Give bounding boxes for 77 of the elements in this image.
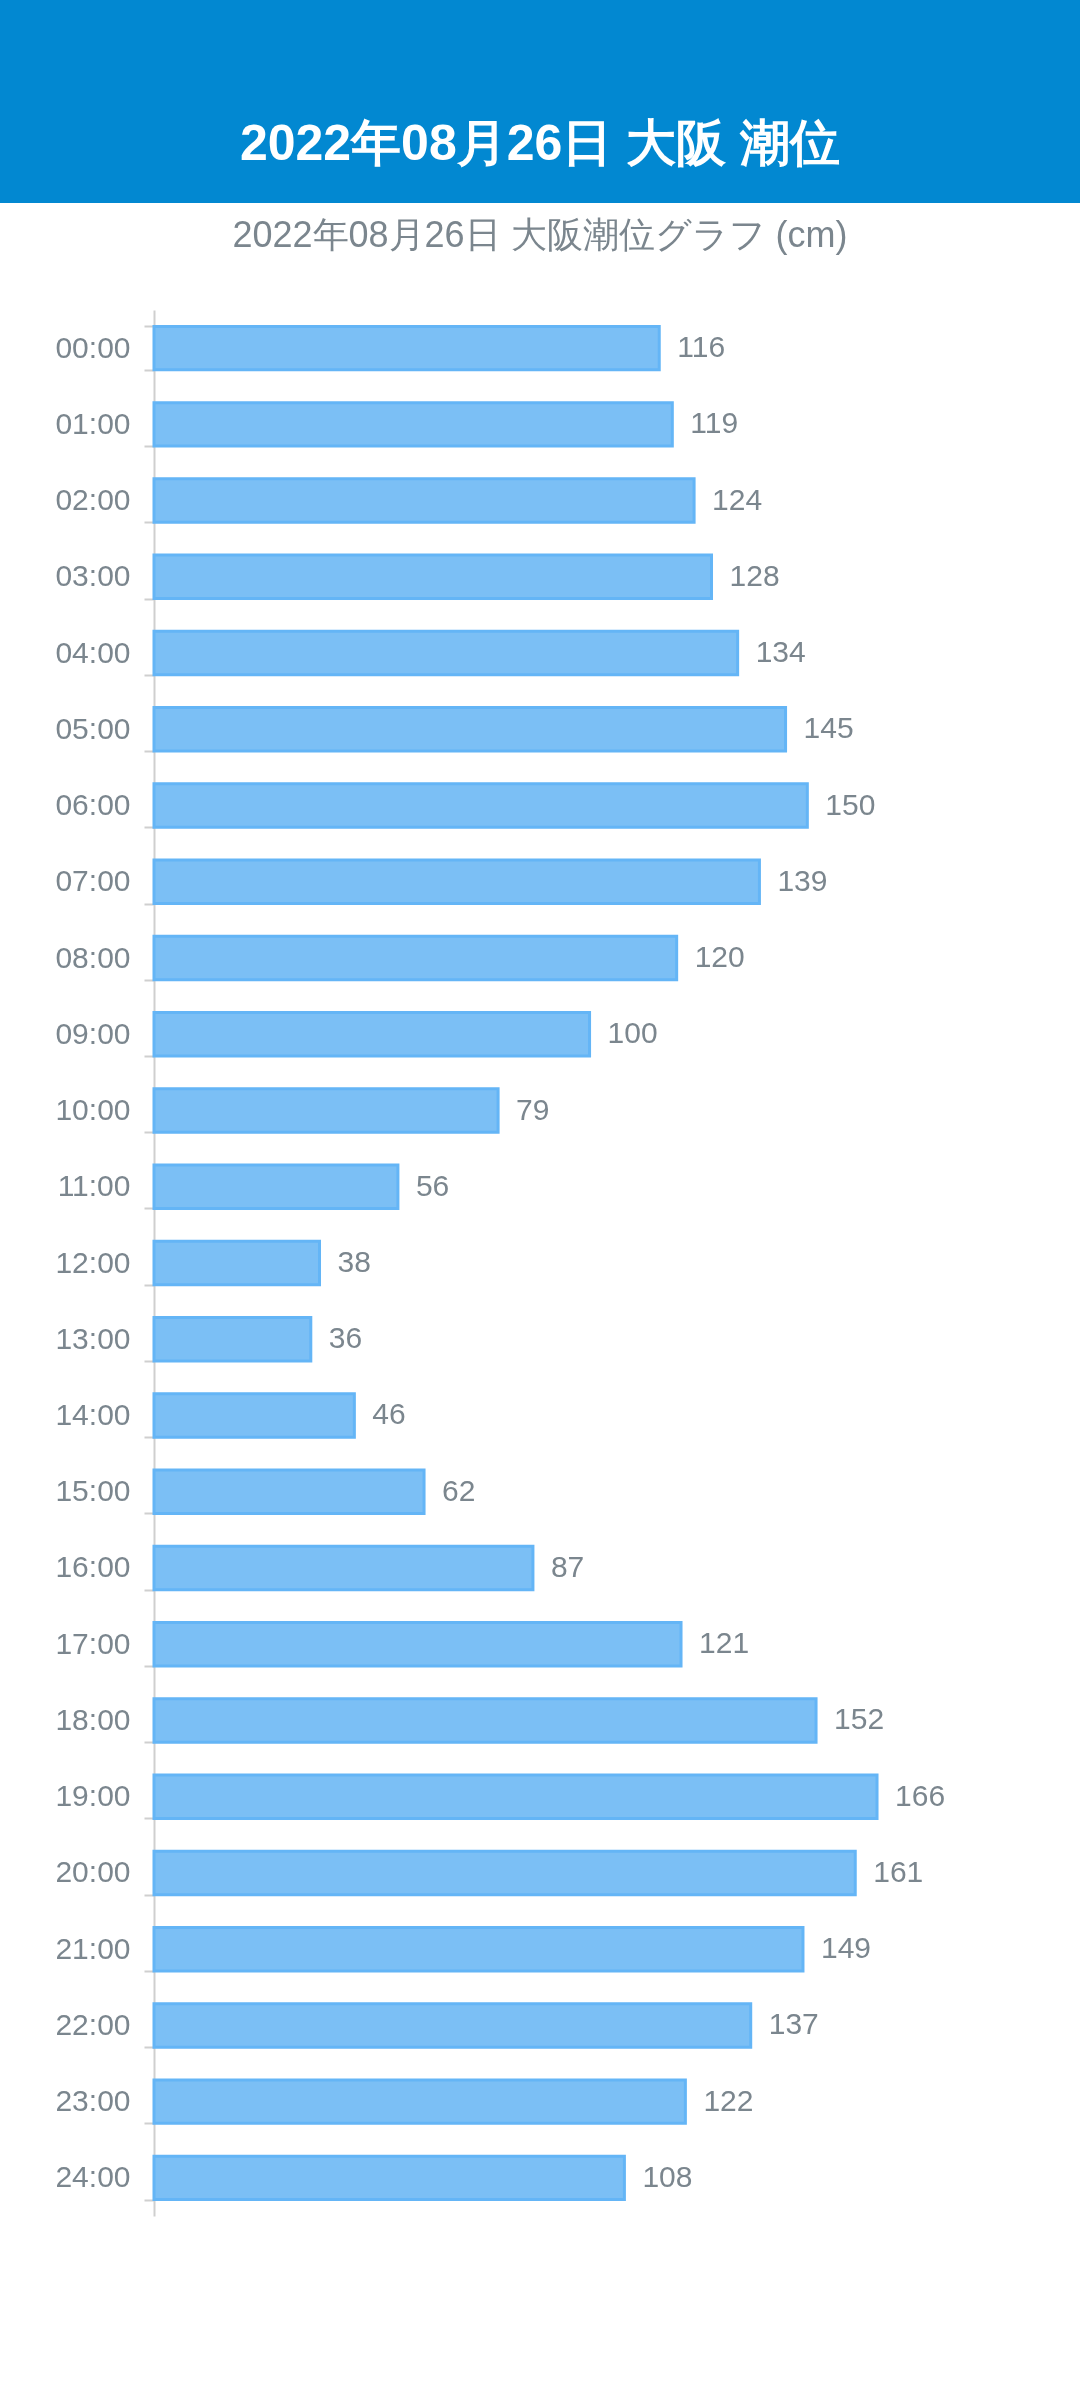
data-label: 46	[372, 1397, 406, 1431]
y-tick-label: 20:00	[55, 1855, 131, 1889]
bar	[152, 553, 714, 601]
y-tick-label: 07:00	[55, 864, 131, 898]
y-tick-label: 24:00	[55, 2160, 131, 2194]
y-tick-label: 12:00	[55, 1245, 131, 1279]
bar	[152, 1849, 857, 1897]
data-label: 38	[337, 1245, 371, 1278]
bar	[152, 858, 761, 906]
data-label: 137	[768, 2007, 819, 2041]
data-label: 108	[642, 2159, 693, 2193]
bar	[152, 2002, 753, 2049]
bar	[152, 782, 809, 829]
chart-title: 2022年08月26日 大阪 潮位	[239, 115, 841, 171]
bar	[152, 1544, 535, 1592]
data-label: 134	[755, 635, 806, 669]
y-tick-label: 13:00	[55, 1321, 131, 1355]
chart-subtitle: 2022年08月26日 大阪潮位グラフ (cm)	[232, 214, 848, 255]
data-label: 150	[825, 787, 876, 821]
data-label: 36	[328, 1321, 363, 1355]
y-tick-label: 23:00	[55, 2084, 131, 2118]
bar	[152, 1697, 818, 1744]
bar	[152, 1925, 805, 1973]
bar	[152, 1163, 400, 1210]
bar	[152, 1392, 356, 1439]
bar	[152, 1620, 683, 1668]
data-label: 124	[712, 482, 763, 516]
data-label: 149	[820, 1931, 872, 1965]
data-label: 145	[803, 711, 854, 745]
bar	[152, 2154, 626, 2202]
data-label: 62	[442, 1473, 476, 1507]
y-tick-label: 15:00	[55, 1474, 131, 1508]
bar	[152, 629, 740, 677]
data-label: 161	[873, 1854, 924, 1888]
y-tick-label: 01:00	[55, 406, 131, 440]
y-tick-label: 05:00	[55, 711, 131, 745]
y-tick-label: 22:00	[55, 2007, 131, 2041]
y-tick-label: 06:00	[55, 788, 131, 822]
y-tick-label: 03:00	[55, 559, 131, 593]
y-tick-label: 11:00	[57, 1169, 131, 1203]
bar	[152, 1239, 322, 1287]
data-label: 120	[694, 940, 745, 974]
y-tick-label: 04:00	[55, 635, 131, 669]
bar	[152, 1087, 500, 1134]
bar	[152, 934, 679, 982]
y-tick-label: 14:00	[55, 1397, 131, 1431]
y-tick-label: 10:00	[55, 1093, 131, 1127]
data-label: 87	[550, 1549, 585, 1583]
y-tick-label: 18:00	[55, 1702, 131, 1736]
bar	[152, 1316, 313, 1363]
bar	[152, 2078, 687, 2125]
bar	[152, 1773, 879, 1820]
data-label: 139	[777, 863, 828, 897]
y-tick-label: 09:00	[55, 1016, 131, 1050]
bar	[152, 401, 674, 448]
data-label: 79	[516, 1092, 550, 1126]
data-label: 119	[690, 406, 739, 440]
y-tick-label: 21:00	[55, 1931, 131, 1965]
data-label: 128	[729, 558, 780, 592]
data-label: 100	[607, 1016, 658, 1050]
bar	[152, 1011, 592, 1058]
y-tick-label: 00:00	[55, 330, 131, 364]
bar	[152, 477, 696, 524]
data-label: 121	[699, 1626, 750, 1660]
y-tick-label: 16:00	[55, 1550, 131, 1584]
data-label: 122	[703, 2083, 754, 2117]
bar	[152, 324, 661, 372]
y-tick-label: 02:00	[55, 483, 131, 517]
y-tick-label: 17:00	[55, 1626, 131, 1660]
data-label: 56	[415, 1168, 450, 1202]
bar	[152, 706, 788, 753]
data-label: 166	[895, 1778, 946, 1812]
data-label: 152	[834, 1702, 885, 1736]
bar	[152, 1468, 426, 1515]
y-tick-label: 08:00	[55, 940, 131, 974]
data-label: 116	[677, 330, 726, 364]
y-tick-label: 19:00	[55, 1779, 131, 1813]
